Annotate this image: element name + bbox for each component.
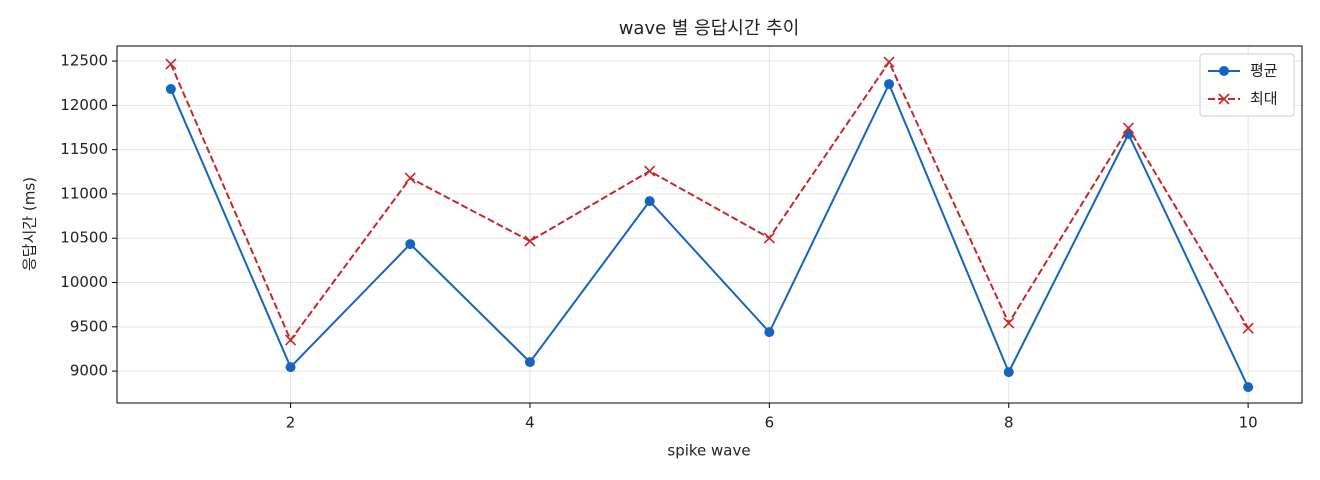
marker: [644, 196, 655, 207]
x-tick-label: 2: [286, 414, 296, 432]
marker: [1003, 367, 1014, 378]
marker: [763, 232, 775, 244]
marker: [1243, 382, 1254, 393]
y-tick-label: 11500: [60, 140, 108, 158]
marker: [524, 235, 536, 247]
marker: [284, 334, 297, 346]
y-tick-label: 10500: [60, 229, 108, 247]
y-tick-label: 12500: [60, 52, 108, 70]
marker: [1003, 317, 1015, 329]
chart-title: wave 별 응답시간 추이: [619, 18, 800, 39]
marker: [644, 165, 656, 177]
marker: [285, 362, 296, 373]
legend-marker: [1219, 66, 1229, 76]
x-axis-label: spike wave: [667, 442, 750, 460]
series-line: [169, 60, 1249, 343]
marker: [165, 84, 176, 95]
legend-label: 평균: [1250, 62, 1278, 80]
x-tick-label: 6: [765, 414, 775, 432]
x-tick-label: 4: [525, 414, 535, 432]
y-tick-label: 10000: [60, 273, 108, 291]
marker: [165, 58, 177, 70]
y-tick-label: 9000: [70, 362, 108, 380]
y-axis-label: 응답시간 (ms): [21, 177, 39, 271]
legend-label: 최대: [1250, 90, 1278, 108]
marker: [1122, 122, 1135, 134]
marker: [405, 239, 416, 250]
series-line: [169, 81, 1250, 388]
legend-box: [1199, 53, 1295, 117]
y-tick-label: 9500: [70, 317, 108, 335]
marker: [404, 172, 416, 184]
marker: [764, 327, 775, 338]
marker: [524, 357, 535, 368]
x-tick-label: 10: [1239, 414, 1258, 432]
legend-marker: [1218, 93, 1230, 105]
x-tick-label: 8: [1004, 414, 1014, 432]
marker: [883, 56, 895, 68]
plot-frame: [116, 45, 1303, 404]
marker: [1242, 322, 1254, 334]
marker: [884, 79, 895, 90]
y-tick-label: 12000: [60, 96, 108, 114]
y-tick-label: 11000: [60, 184, 108, 202]
